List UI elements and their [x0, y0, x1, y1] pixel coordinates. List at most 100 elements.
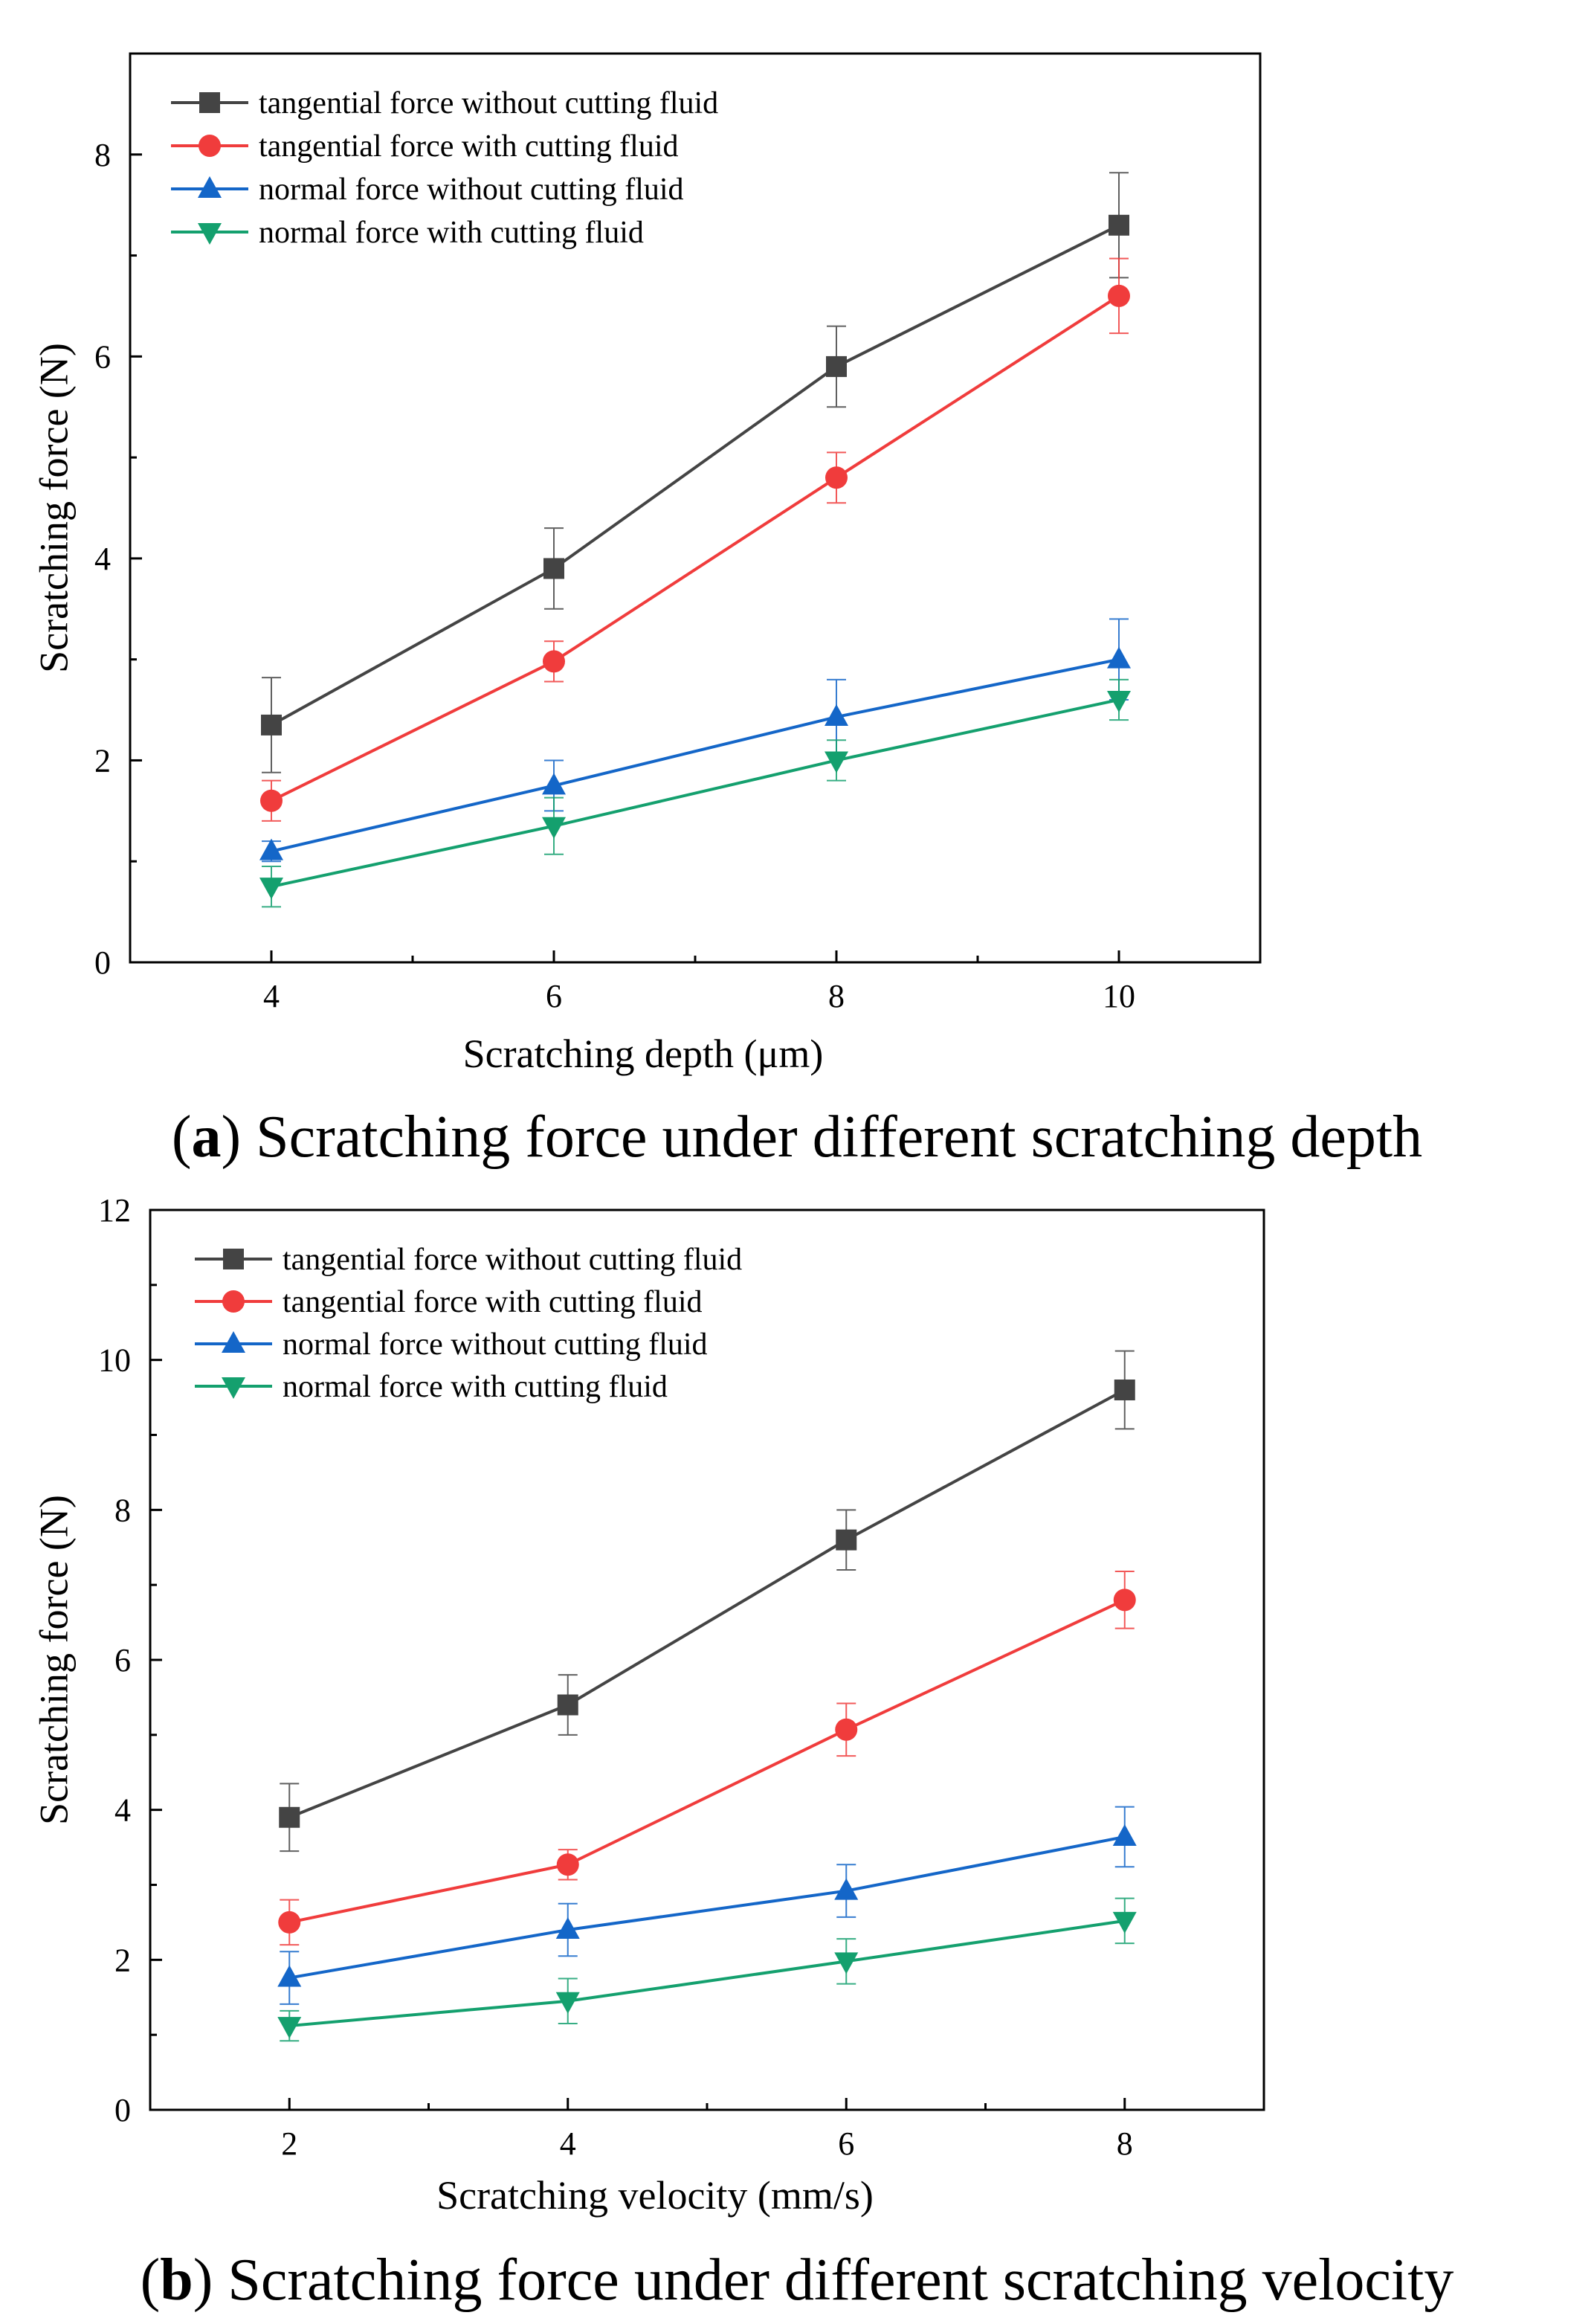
data-point	[835, 1718, 858, 1741]
data-point	[1107, 690, 1131, 712]
y-tick-label: 4	[114, 1792, 131, 1829]
legend-label: normal force without cutting fluid	[283, 1327, 708, 1362]
legend-item: normal force with cutting fluid	[171, 216, 644, 250]
data-point	[834, 1878, 859, 1900]
legend-label: normal force with cutting fluid	[259, 216, 644, 250]
data-point	[279, 1806, 300, 1828]
data-point	[261, 714, 282, 735]
figure-caption: (a) Scratching force under different scr…	[172, 1104, 1422, 1170]
series-normal-without	[277, 1806, 1137, 2005]
series-tangential-without	[279, 1350, 1135, 1853]
legend-label: normal force with cutting fluid	[283, 1370, 668, 1404]
legend-item: normal force without cutting fluid	[171, 173, 684, 207]
data-point	[1113, 1589, 1136, 1612]
data-point	[1109, 214, 1129, 236]
x-tick-label: 10	[1103, 978, 1135, 1014]
y-tick-label: 2	[94, 742, 111, 779]
x-tick-label: 4	[560, 2125, 576, 2162]
chart-b: 2 4 6 8 0 2 4 6 8 10 12 Scratching velocity (mm/s) S…	[31, 1192, 1453, 2313]
x-tick-label: 6	[838, 2125, 854, 2162]
legend-item: tangential force without cutting fluid	[171, 86, 718, 120]
series-line	[271, 224, 1120, 727]
data-point	[259, 838, 283, 860]
series-normal-without	[259, 618, 1131, 863]
data-point	[1112, 1824, 1137, 1846]
series-line	[288, 1598, 1126, 1924]
data-point	[834, 1952, 859, 1974]
legend-label: tangential force without cutting fluid	[259, 86, 718, 120]
data-point	[1112, 1911, 1137, 1934]
y-tick-label: 4	[94, 541, 111, 577]
x-tick-label: 8	[1117, 2125, 1133, 2162]
legend-item: tangential force with cutting fluid	[195, 1285, 703, 1319]
legend-label: tangential force with cutting fluid	[259, 129, 679, 164]
data-point	[542, 773, 566, 795]
y-tick-label: 10	[98, 1342, 131, 1379]
legend-marker	[222, 1377, 245, 1399]
data-point	[277, 2017, 302, 2039]
y-axis-title: Scratching force (N)	[31, 343, 76, 673]
figure-caption: (b) Scratching force under different scr…	[141, 2247, 1454, 2313]
data-point	[825, 704, 848, 727]
y-tick-label: 12	[98, 1192, 131, 1229]
data-point	[543, 558, 564, 579]
series-line	[271, 294, 1120, 802]
series-line	[271, 698, 1120, 889]
data-point	[836, 1529, 857, 1551]
x-tick-label: 4	[263, 978, 280, 1014]
data-point	[277, 1965, 302, 1987]
series-line	[271, 657, 1120, 853]
series-normal-with	[277, 1897, 1137, 2042]
data-point	[543, 650, 565, 673]
data-point	[555, 1917, 580, 1939]
caption-text: Scratching force under different scratch…	[228, 2247, 1453, 2313]
legend-item: normal force without cutting fluid	[195, 1327, 708, 1362]
series-tangential-without	[261, 172, 1129, 773]
y-tick-label: 0	[94, 944, 111, 981]
x-axis-title: Scratching velocity (mm/s)	[436, 2173, 874, 2218]
legend-marker	[198, 176, 222, 198]
data-point	[1114, 1380, 1135, 1400]
series-tangential-with	[260, 257, 1130, 822]
legend-marker	[222, 1331, 245, 1353]
data-point	[557, 1694, 578, 1716]
series-line	[288, 1835, 1126, 1980]
data-point	[825, 751, 848, 773]
legend-item: normal force with cutting fluid	[195, 1370, 668, 1404]
legend-marker	[223, 1249, 244, 1269]
legend-label: normal force without cutting fluid	[259, 173, 684, 207]
data-point	[555, 1992, 580, 2014]
legend-marker	[198, 223, 222, 245]
caption-label: a	[192, 1104, 222, 1170]
series-line	[289, 1919, 1126, 2028]
y-tick-label: 0	[114, 2092, 131, 2128]
x-tick-label: 6	[546, 978, 562, 1014]
data-point	[556, 1853, 579, 1876]
y-tick-label: 6	[114, 1642, 131, 1678]
y-axis-title: Scratching force (N)	[31, 1495, 76, 1825]
legend-marker	[222, 1290, 245, 1313]
caption-text: Scratching force under different scratch…	[256, 1104, 1422, 1170]
y-tick-label: 6	[94, 338, 111, 375]
data-point	[278, 1911, 301, 1934]
x-tick-label: 8	[828, 978, 845, 1014]
legend-label: tangential force without cutting fluid	[283, 1243, 742, 1277]
y-tick-label: 2	[114, 1942, 131, 1978]
data-point	[1108, 284, 1130, 307]
legend-marker	[199, 92, 220, 113]
data-point	[1107, 646, 1131, 669]
x-axis-title: Scratching depth (μm)	[463, 1031, 824, 1076]
series-normal-with	[259, 678, 1131, 908]
legend-item: tangential force without cutting fluid	[195, 1243, 742, 1277]
series-line	[288, 1388, 1126, 1819]
data-point	[825, 466, 848, 489]
data-point	[542, 817, 566, 839]
data-point	[260, 789, 283, 812]
legend-item: tangential force with cutting fluid	[171, 129, 679, 164]
series-tangential-with	[278, 1571, 1136, 1946]
x-tick-label: 2	[281, 2125, 297, 2162]
y-tick-label: 8	[114, 1492, 131, 1528]
data-point	[259, 878, 283, 900]
